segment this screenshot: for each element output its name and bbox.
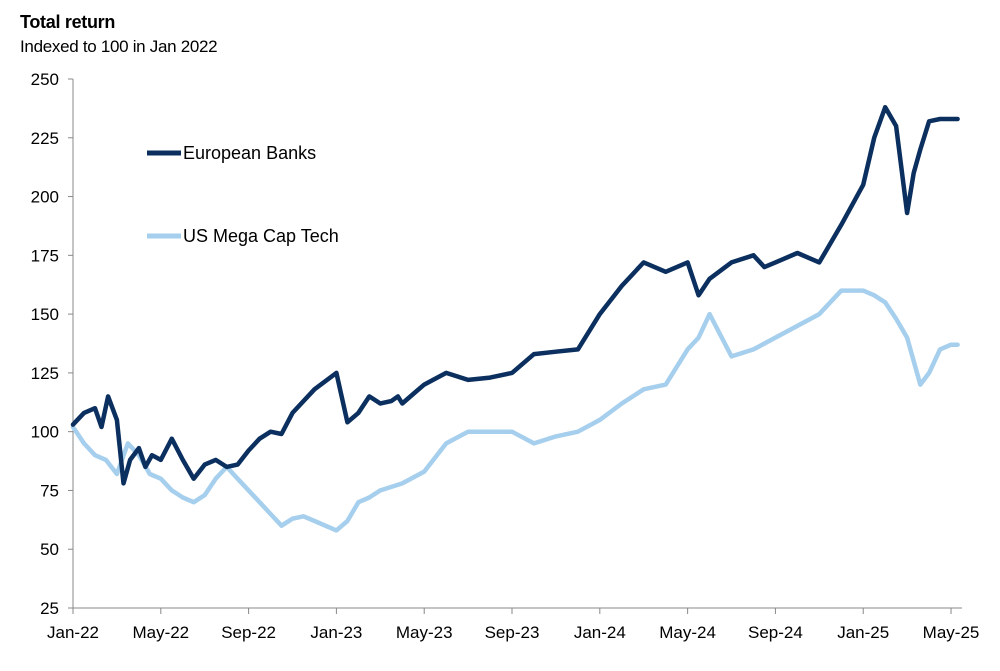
series-group <box>70 104 960 533</box>
x-tick-label: Sep-24 <box>748 623 803 642</box>
y-tick-label: 225 <box>31 129 59 148</box>
series-line-us-mega-cap-tech <box>70 288 960 533</box>
y-axis-ticks: 25 50 75 100 125 150 175 200 225 250 <box>31 70 73 618</box>
y-tick-label: 150 <box>31 305 59 324</box>
y-tick-label: 125 <box>31 364 59 383</box>
x-tick-label: May-25 <box>923 623 980 642</box>
chart-title: Total return <box>20 12 116 32</box>
y-tick-label: 100 <box>31 423 59 442</box>
legend: European Banks US Mega Cap Tech <box>147 143 339 246</box>
x-tick-label: Sep-23 <box>485 623 540 642</box>
x-tick-label: Jan-22 <box>47 623 99 642</box>
x-axis-ticks: Jan-22 May-22 Sep-22 Jan-23 May-23 Sep-23 Jan-… <box>47 608 979 642</box>
axes <box>72 79 962 609</box>
legend-label: US Mega Cap Tech <box>183 226 339 246</box>
x-tick-label: Sep-22 <box>221 623 276 642</box>
x-tick-label: Jan-24 <box>574 623 626 642</box>
x-tick-label: May-24 <box>659 623 716 642</box>
x-tick-label: Jan-25 <box>837 623 889 642</box>
y-tick-label: 175 <box>31 246 59 265</box>
series-line-european-banks <box>70 104 960 486</box>
y-tick-label: 250 <box>31 70 59 89</box>
y-tick-label: 50 <box>40 540 59 559</box>
x-tick-label: Jan-23 <box>310 623 362 642</box>
y-tick-label: 75 <box>40 481 59 500</box>
x-tick-label: May-23 <box>396 623 453 642</box>
legend-label: European Banks <box>183 143 316 163</box>
y-tick-label: 25 <box>40 599 59 618</box>
x-tick-label: May-22 <box>132 623 189 642</box>
chart-subtitle: Indexed to 100 in Jan 2022 <box>20 37 218 56</box>
y-tick-label: 200 <box>31 188 59 207</box>
